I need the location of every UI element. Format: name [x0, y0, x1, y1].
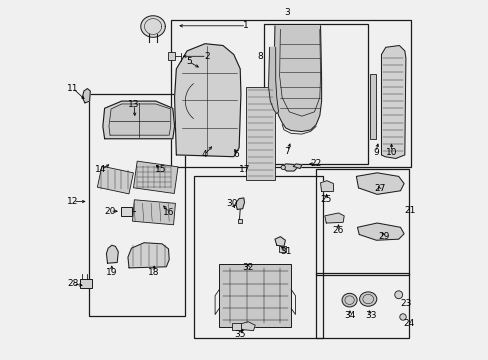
Polygon shape [324, 213, 344, 223]
Text: 15: 15 [154, 166, 165, 175]
Polygon shape [357, 223, 403, 240]
Text: 10: 10 [385, 148, 396, 157]
Bar [238, 219, 242, 223]
Text: 18: 18 [148, 268, 160, 277]
Text: 1: 1 [243, 21, 249, 30]
Text: 19: 19 [106, 268, 117, 277]
Bar [171, 21, 410, 167]
Text: 29: 29 [378, 232, 389, 241]
Text: 16: 16 [163, 208, 175, 217]
Text: 14: 14 [95, 166, 106, 175]
Text: 20: 20 [104, 207, 116, 216]
Text: 6: 6 [233, 150, 239, 159]
Ellipse shape [399, 314, 406, 320]
Polygon shape [102, 101, 174, 139]
Polygon shape [128, 243, 169, 268]
Bar [132, 200, 175, 225]
Polygon shape [381, 45, 405, 158]
Text: 21: 21 [404, 206, 415, 215]
Ellipse shape [359, 292, 376, 306]
Text: 25: 25 [320, 195, 331, 204]
Text: 12: 12 [67, 197, 79, 206]
Polygon shape [109, 104, 170, 135]
Text: 35: 35 [234, 330, 245, 339]
Text: 22: 22 [309, 159, 321, 168]
Polygon shape [282, 164, 297, 171]
Text: 9: 9 [372, 148, 378, 157]
Ellipse shape [341, 293, 356, 307]
Text: 34: 34 [344, 311, 355, 320]
Bar [316, 273, 408, 338]
Text: 8: 8 [257, 52, 262, 61]
Bar [121, 207, 131, 216]
Polygon shape [268, 47, 278, 114]
Text: 2: 2 [203, 52, 209, 61]
Polygon shape [82, 89, 90, 103]
Bar [264, 24, 367, 164]
Bar [97, 166, 133, 194]
Polygon shape [141, 16, 165, 37]
Text: 23: 23 [399, 299, 411, 308]
Text: 11: 11 [67, 84, 79, 93]
Bar [219, 264, 290, 327]
Polygon shape [240, 321, 255, 330]
Text: 26: 26 [332, 226, 344, 235]
Polygon shape [273, 26, 321, 132]
Bar [231, 323, 241, 330]
Text: 17: 17 [238, 165, 250, 174]
Text: 28: 28 [67, 279, 79, 288]
Bar [133, 161, 178, 193]
Ellipse shape [281, 165, 285, 170]
Polygon shape [106, 245, 118, 263]
Polygon shape [320, 181, 333, 192]
Bar [316, 169, 408, 275]
Text: 4: 4 [201, 150, 207, 159]
Polygon shape [293, 164, 301, 168]
Polygon shape [356, 173, 403, 194]
Polygon shape [174, 44, 241, 157]
Text: 5: 5 [185, 57, 191, 66]
Bar [278, 246, 285, 252]
Text: 7: 7 [284, 147, 290, 156]
Text: 33: 33 [364, 311, 376, 320]
Bar [194, 176, 323, 338]
Text: 27: 27 [373, 184, 385, 193]
Bar [88, 94, 185, 316]
Ellipse shape [394, 291, 402, 299]
Text: 32: 32 [242, 264, 253, 273]
Text: 13: 13 [128, 100, 140, 109]
Bar [168, 52, 175, 60]
Bar [246, 87, 274, 180]
Bar [369, 74, 375, 139]
Bar [80, 279, 92, 288]
Text: 31: 31 [280, 247, 291, 256]
Text: 3: 3 [284, 8, 290, 17]
Text: 24: 24 [402, 319, 413, 328]
Polygon shape [274, 237, 285, 246]
Polygon shape [235, 198, 244, 210]
Text: 30: 30 [226, 199, 237, 208]
